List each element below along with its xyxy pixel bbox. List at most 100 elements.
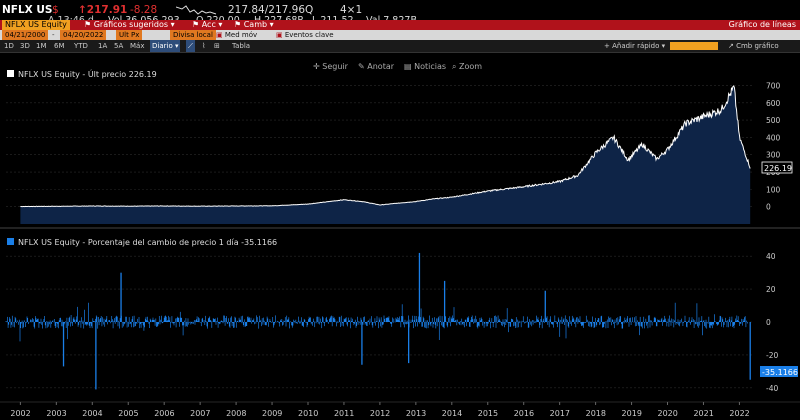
x-tick-label: 2020 <box>658 409 678 418</box>
date-separator: - <box>52 31 55 39</box>
change-legend: NFLX US Equity - Porcentaje del cambio d… <box>18 238 277 247</box>
x-tick-label: 2019 <box>622 409 642 418</box>
tab-max[interactable]: Máx <box>130 42 145 50</box>
x-tick-label: 2016 <box>514 409 534 418</box>
chart-area[interactable]: NFLX US Equity - Últ precio 226.19 0 100 2… <box>0 52 800 420</box>
moving-average-label: Med móv <box>224 31 258 39</box>
follow-button[interactable]: ✛ Seguir <box>313 62 348 71</box>
tab-6m[interactable]: 6M <box>54 42 65 50</box>
x-tick-label: 2010 <box>298 409 318 418</box>
moving-average-toggle[interactable]: ▣ Med móv <box>216 30 257 40</box>
x-tick-label: 2003 <box>46 409 66 418</box>
actions-menu[interactable]: ⚑ Acc ▾ <box>192 20 223 29</box>
x-tick-label: 2006 <box>154 409 174 418</box>
news-icon: ▤ <box>404 62 412 71</box>
price-legend: NFLX US Equity - Últ precio 226.19 <box>18 68 157 79</box>
change-y-tick: -40 <box>766 384 778 393</box>
end-date-field[interactable]: 04/20/2022 <box>60 30 107 40</box>
zoom-icon: ⌕ <box>452 62 457 71</box>
price-y-axis: 0100200300400500600700 <box>766 81 781 211</box>
crosshair-icon: ✛ <box>313 62 320 71</box>
change-menu[interactable]: ⚑ Camb ▾ <box>234 20 274 29</box>
change-y-tick: -20 <box>766 351 778 360</box>
bid-ask: 217.84/217.96Q <box>228 4 314 16</box>
actions-label: Acc <box>201 20 216 29</box>
related-charts-menu[interactable]: ⚑ Gráficos sugeridos ▾ <box>84 20 175 29</box>
price-y-tick: 0 <box>766 203 771 212</box>
change-noise-bars <box>5 302 748 342</box>
related-charts-label: Gráficos sugeridos <box>93 20 169 29</box>
start-date-field[interactable]: 04/21/2000 <box>2 30 49 40</box>
table-icon[interactable]: ⊞ <box>214 42 220 50</box>
x-axis: 2002 2003 2004 2005 2006 2007 2008 2009 2010 2011… <box>0 401 800 418</box>
sparkline-icon <box>176 5 217 15</box>
price-y-tick: 700 <box>766 81 781 90</box>
x-tick-label: 2005 <box>118 409 138 418</box>
tab-1m[interactable]: 1M <box>36 42 47 50</box>
pencil-icon: ✎ <box>358 62 365 71</box>
change-y-tick: 40 <box>766 252 776 261</box>
quick-add-label: Añadir rápido <box>612 42 660 50</box>
change-y-tick: 20 <box>766 285 776 294</box>
chart-controls: 04/21/2000 - 04/20/2022 Ult Px Divisa lo… <box>0 30 800 40</box>
chart-title: Gráfico de líneas <box>728 20 796 29</box>
key-events-label: Eventos clave <box>284 31 334 39</box>
ticker[interactable]: NFLX US <box>2 4 53 16</box>
change-bars <box>5 252 751 390</box>
x-tick-label: 2013 <box>406 409 426 418</box>
change-legend-swatch <box>7 238 14 245</box>
price-line <box>20 85 751 208</box>
price-y-tick: 100 <box>766 185 781 194</box>
x-tick-label: 2018 <box>586 409 606 418</box>
x-tick-label: 2015 <box>478 409 498 418</box>
price-legend-swatch <box>7 70 14 77</box>
chart-style-button[interactable]: ↗ Cmb gráfico <box>728 42 779 50</box>
tab-5a[interactable]: 5A <box>114 42 124 50</box>
interval-label: Diario <box>152 42 173 50</box>
change-y-axis: -40 -20 0 20 40 <box>766 252 778 393</box>
zoom-label: Zoom <box>459 62 483 71</box>
annotate-button[interactable]: ✎ Anotar <box>358 62 394 71</box>
key-events-toggle[interactable]: ▣ Eventos clave <box>276 30 334 40</box>
chart-tools: ✛ Seguir ✎ Anotar ▤ Noticias ⌕ Zoom <box>0 60 800 74</box>
x-tick-label: 2021 <box>693 409 713 418</box>
x-tick-label: 2008 <box>226 409 246 418</box>
period-tabs: 1D 3D 1M 6M YTD 1A 5A Máx Diario ▾ ⟋ ⌇ ⊞… <box>0 40 800 53</box>
price-y-tick: 500 <box>766 116 781 125</box>
news-button[interactable]: ▤ Noticias <box>404 62 446 71</box>
change-last-box <box>760 366 798 377</box>
x-tick-label: 2022 <box>729 409 749 418</box>
price-last-box <box>761 161 793 174</box>
interval-select[interactable]: Diario ▾ <box>150 40 181 52</box>
x-tick-label: 2007 <box>190 409 210 418</box>
price-field[interactable]: Ult Px <box>116 30 143 40</box>
change-label: Camb <box>243 20 268 29</box>
x-tick-label: 2002 <box>10 409 30 418</box>
tab-1a[interactable]: 1A <box>98 42 108 50</box>
net-change: -8.28 <box>130 4 158 16</box>
checkbox-icon: ▣ <box>216 31 223 39</box>
zoom-button[interactable]: ⌕ Zoom <box>452 62 482 72</box>
change-y-tick: 0 <box>766 318 771 327</box>
security-field[interactable]: NFLX US Equity <box>2 20 70 30</box>
table-tab[interactable]: Tabla <box>232 42 251 50</box>
tab-3d[interactable]: 3D <box>20 42 30 50</box>
annotate-label: Anotar <box>367 62 395 71</box>
follow-label: Seguir <box>322 62 348 71</box>
currency-field[interactable]: Divisa local <box>170 30 216 40</box>
price-y-tick: 600 <box>766 99 781 108</box>
price-area <box>20 85 751 225</box>
tab-ytd[interactable]: YTD <box>74 42 88 50</box>
quick-add-input[interactable] <box>670 42 718 50</box>
checkbox-icon: ▣ <box>276 31 283 39</box>
indicator-icon[interactable]: ⌇ <box>202 42 206 50</box>
x-tick-label: 2017 <box>550 409 570 418</box>
last-price: ↑217.91 <box>78 4 128 16</box>
x-tick-label: 2011 <box>334 409 354 418</box>
quick-add-button[interactable]: + Añadir rápido ▾ <box>604 42 666 50</box>
tab-1d[interactable]: 1D <box>4 42 14 50</box>
x-tick-label: 2009 <box>262 409 282 418</box>
chart-type-icon[interactable]: ⟋ <box>186 40 195 52</box>
price-y-tick: 300 <box>766 151 781 160</box>
currency-label: $ <box>52 4 59 16</box>
